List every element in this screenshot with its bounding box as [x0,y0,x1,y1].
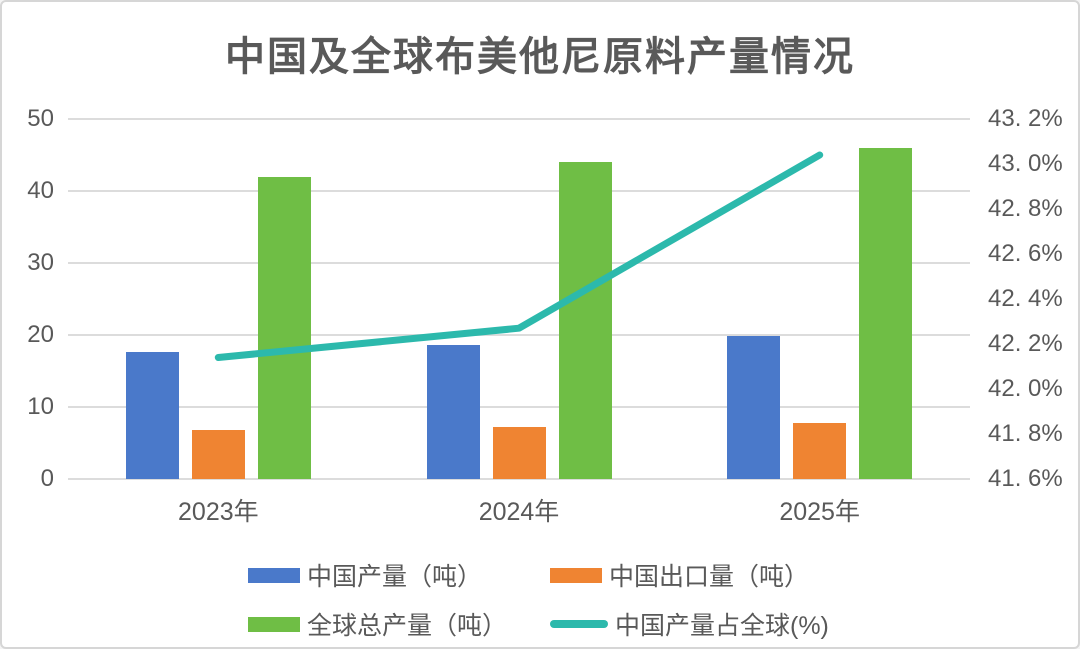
right-axis-tick-label: 43. 2% [988,105,1063,132]
bar-global-production-2024年 [558,162,612,479]
bar-china-production-2023年 [125,351,179,479]
gridline [68,118,970,120]
bar-china-production-2024年 [426,345,480,479]
legend-label: 中国出口量（吨） [609,563,810,591]
gridline [68,478,970,480]
bar-china-export-2023年 [191,430,245,479]
left-axis-tick-label: 0 [40,465,54,492]
legend-bar-swatch [550,567,602,583]
right-axis-tick-label: 41. 8% [988,420,1063,447]
legend-label: 中国产量（吨） [307,563,483,591]
bar-china-export-2024年 [492,427,546,479]
china-share-line [214,151,824,361]
gridline [68,190,970,192]
right-axis-tick-label: 42. 6% [988,240,1063,267]
left-axis-tick-label: 30 [27,249,54,276]
left-axis-tick-label: 10 [27,393,54,420]
legend: 中国产量（吨） 中国出口量（吨） 全球总产量（吨） 中国产量占全球(%) [248,553,829,646]
legend-line-swatch [550,620,608,628]
gridline [68,406,970,408]
left-axis-tick-label: 20 [27,321,54,348]
legend-item-0: 中国产量（吨） [248,553,550,597]
bar-china-production-2025年 [727,336,781,479]
x-axis-label-2024年: 2024年 [478,498,560,526]
legend-item-2: 全球总产量（吨） [248,602,550,646]
left-axis-tick-label: 50 [27,105,54,132]
legend-label: 中国产量占全球(%) [615,612,829,640]
gridline [68,334,970,336]
legend-item-1: 中国出口量（吨） [550,553,829,597]
chart-title: 中国及全球布美他尼原料产量情况 [225,35,855,79]
plot-area [68,118,970,480]
right-axis-tick-label: 42. 2% [988,330,1063,357]
gridline [68,262,970,264]
right-axis-tick-label: 43. 0% [988,150,1063,177]
legend-bar-swatch [248,616,300,632]
china-share-polyline [214,151,824,361]
legend-item-3: 中国产量占全球(%) [550,602,829,646]
bar-global-production-2025年 [859,147,913,479]
bar-global-production-2023年 [257,176,311,479]
right-axis-tick-label: 41. 6% [988,465,1063,492]
right-axis-tick-label: 42. 8% [988,195,1063,222]
legend-bar-swatch [248,567,300,583]
right-axis-tick-label: 42. 0% [988,375,1063,402]
left-axis-tick-label: 40 [27,177,54,204]
legend-label: 全球总产量（吨） [307,612,508,640]
x-axis-label-2025年: 2025年 [779,498,860,526]
x-axis-label-2023年: 2023年 [178,498,259,526]
right-axis-tick-label: 42. 4% [988,285,1063,312]
bar-china-export-2025年 [793,422,847,479]
